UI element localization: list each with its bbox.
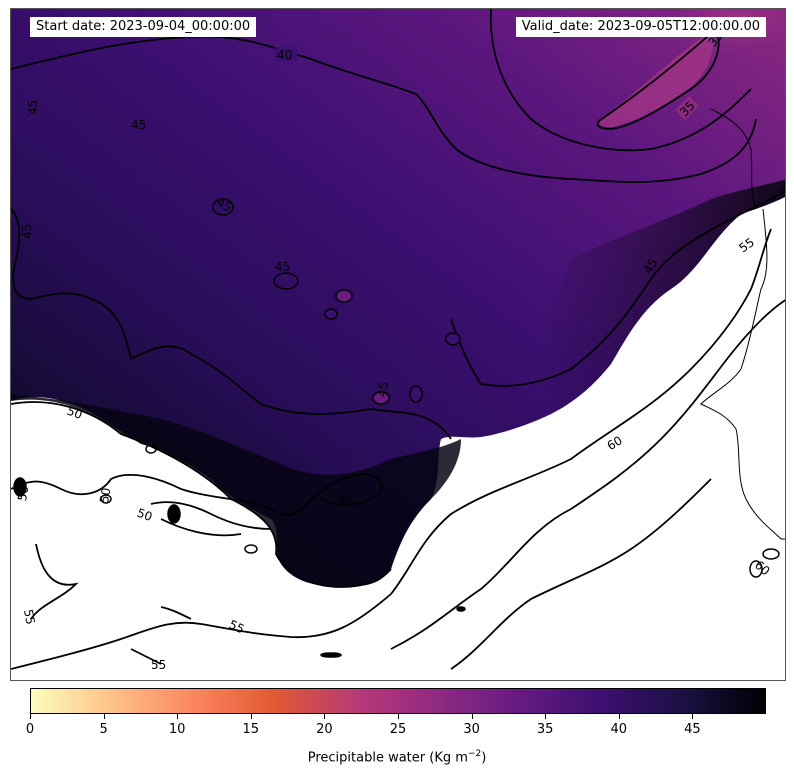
contour-label: 50 xyxy=(15,485,31,502)
start-date-label: Start date: 2023-09-04_00:00:00 xyxy=(30,17,257,37)
contour-40-north xyxy=(11,35,757,184)
contour-55-east xyxy=(130,606,192,665)
precipitable-water-map: 40 35 35 45 45 45 45 45 45 45 45 50 50 5… xyxy=(11,9,785,672)
contour-label: 50 xyxy=(65,404,84,422)
contour-35 xyxy=(489,9,752,152)
colorbar-tick-mark xyxy=(692,714,694,719)
colorbar-tick-label: 5 xyxy=(99,722,108,737)
contour-label: 55 xyxy=(736,235,757,255)
colorbar-tick-mark xyxy=(545,714,547,719)
contour-label: 55 xyxy=(227,617,247,636)
colorbar-label: Precipitable water (Kg m−2) xyxy=(0,749,794,765)
colorbar-tick-mark xyxy=(618,714,620,719)
contour-label: 45 xyxy=(339,494,354,508)
coastline xyxy=(700,108,785,540)
contour-label: 55 xyxy=(151,658,166,672)
contour-label: 45 xyxy=(275,260,290,274)
colorbar-tick-mark xyxy=(471,714,473,719)
colorbar-tick-label: 10 xyxy=(168,722,186,737)
contour-35-ridge xyxy=(596,28,720,130)
map-panel: 40 35 35 45 45 45 45 45 45 45 45 50 50 5… xyxy=(10,8,786,681)
colorbar-tick-label: 20 xyxy=(316,722,333,737)
pw-dark-south xyxy=(11,394,461,587)
contour-lines xyxy=(11,9,785,670)
contour-label: 45 xyxy=(214,195,234,215)
colorbar-tick-mark xyxy=(398,714,399,719)
small-features xyxy=(13,198,780,658)
colorbar-label-text: Precipitable water (Kg m xyxy=(307,750,468,766)
colorbar-tick-mark xyxy=(30,714,31,719)
contour-60 xyxy=(390,299,785,650)
colorbar-tick-label: 30 xyxy=(463,722,480,737)
contour-label: 55 xyxy=(21,608,37,625)
colorbar-tick-mark xyxy=(324,714,326,719)
colorbar-label-exponent: −2 xyxy=(467,749,482,759)
contour-50-south xyxy=(11,401,392,588)
contour-50-island xyxy=(150,501,272,537)
colorbar-tick-mark xyxy=(250,714,252,719)
contour-label: 40 xyxy=(277,48,292,62)
valid-date-label: Valid_date: 2023-09-05T12:00:00.00 xyxy=(515,17,766,37)
colorbar-tick-label: 0 xyxy=(25,722,35,737)
colorbar-tick-label: 45 xyxy=(684,722,701,737)
colorbar xyxy=(30,688,766,714)
contour-label: 45 xyxy=(20,224,34,239)
contour-label: 45 xyxy=(131,118,146,132)
colorbar-tick-label: 15 xyxy=(242,722,260,737)
colorbar-tick-mark xyxy=(103,714,105,719)
contour-label: 50 xyxy=(97,487,113,504)
contour-label: 45 xyxy=(375,381,391,398)
contour-label: 45 xyxy=(26,100,40,115)
pw-dark-east xyxy=(540,179,785,414)
contour-label: 60 xyxy=(605,433,625,453)
contour-60-b xyxy=(450,478,712,670)
colorbar-label-close: ) xyxy=(481,750,487,766)
contour-label: 50 xyxy=(135,506,154,524)
contour-label: 45 xyxy=(641,256,661,276)
contour-45-lower xyxy=(11,473,383,516)
colorbar-tick-label: 35 xyxy=(536,722,554,737)
colorbar-tick-mark xyxy=(177,714,179,719)
colorbar-tick-label: 25 xyxy=(389,722,407,737)
contour-45-main xyxy=(11,189,785,440)
colorbar-tick-label: 40 xyxy=(610,722,628,737)
contour-55-south xyxy=(11,228,772,670)
